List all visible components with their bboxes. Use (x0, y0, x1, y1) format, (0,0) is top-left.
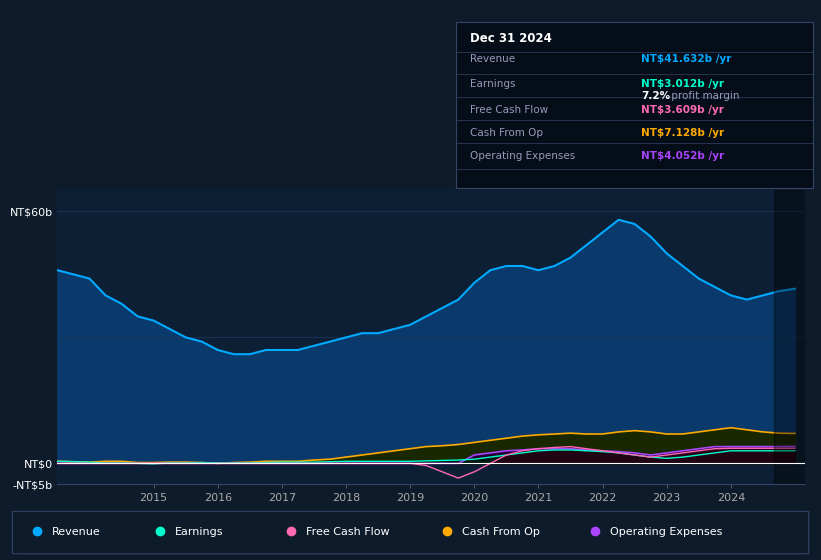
Text: NT$41.632b /yr: NT$41.632b /yr (641, 54, 732, 64)
Text: Cash From Op: Cash From Op (462, 527, 540, 537)
Bar (774, 190, 805, 484)
Text: profit margin: profit margin (668, 91, 740, 101)
Text: Dec 31 2024: Dec 31 2024 (470, 32, 552, 45)
Text: Revenue: Revenue (52, 527, 100, 537)
Text: NT$4.052b /yr: NT$4.052b /yr (641, 151, 724, 161)
Text: Revenue: Revenue (470, 54, 515, 64)
Text: Earnings: Earnings (470, 78, 516, 88)
Text: Operating Expenses: Operating Expenses (610, 527, 722, 537)
Text: Free Cash Flow: Free Cash Flow (306, 527, 390, 537)
Text: Free Cash Flow: Free Cash Flow (470, 105, 548, 115)
Text: NT$3.609b /yr: NT$3.609b /yr (641, 105, 724, 115)
Text: 7.2%: 7.2% (641, 91, 671, 101)
Text: NT$3.012b /yr: NT$3.012b /yr (641, 78, 724, 88)
Text: NT$7.128b /yr: NT$7.128b /yr (641, 128, 724, 138)
Text: Cash From Op: Cash From Op (470, 128, 543, 138)
Text: Operating Expenses: Operating Expenses (470, 151, 576, 161)
Text: Earnings: Earnings (175, 527, 223, 537)
